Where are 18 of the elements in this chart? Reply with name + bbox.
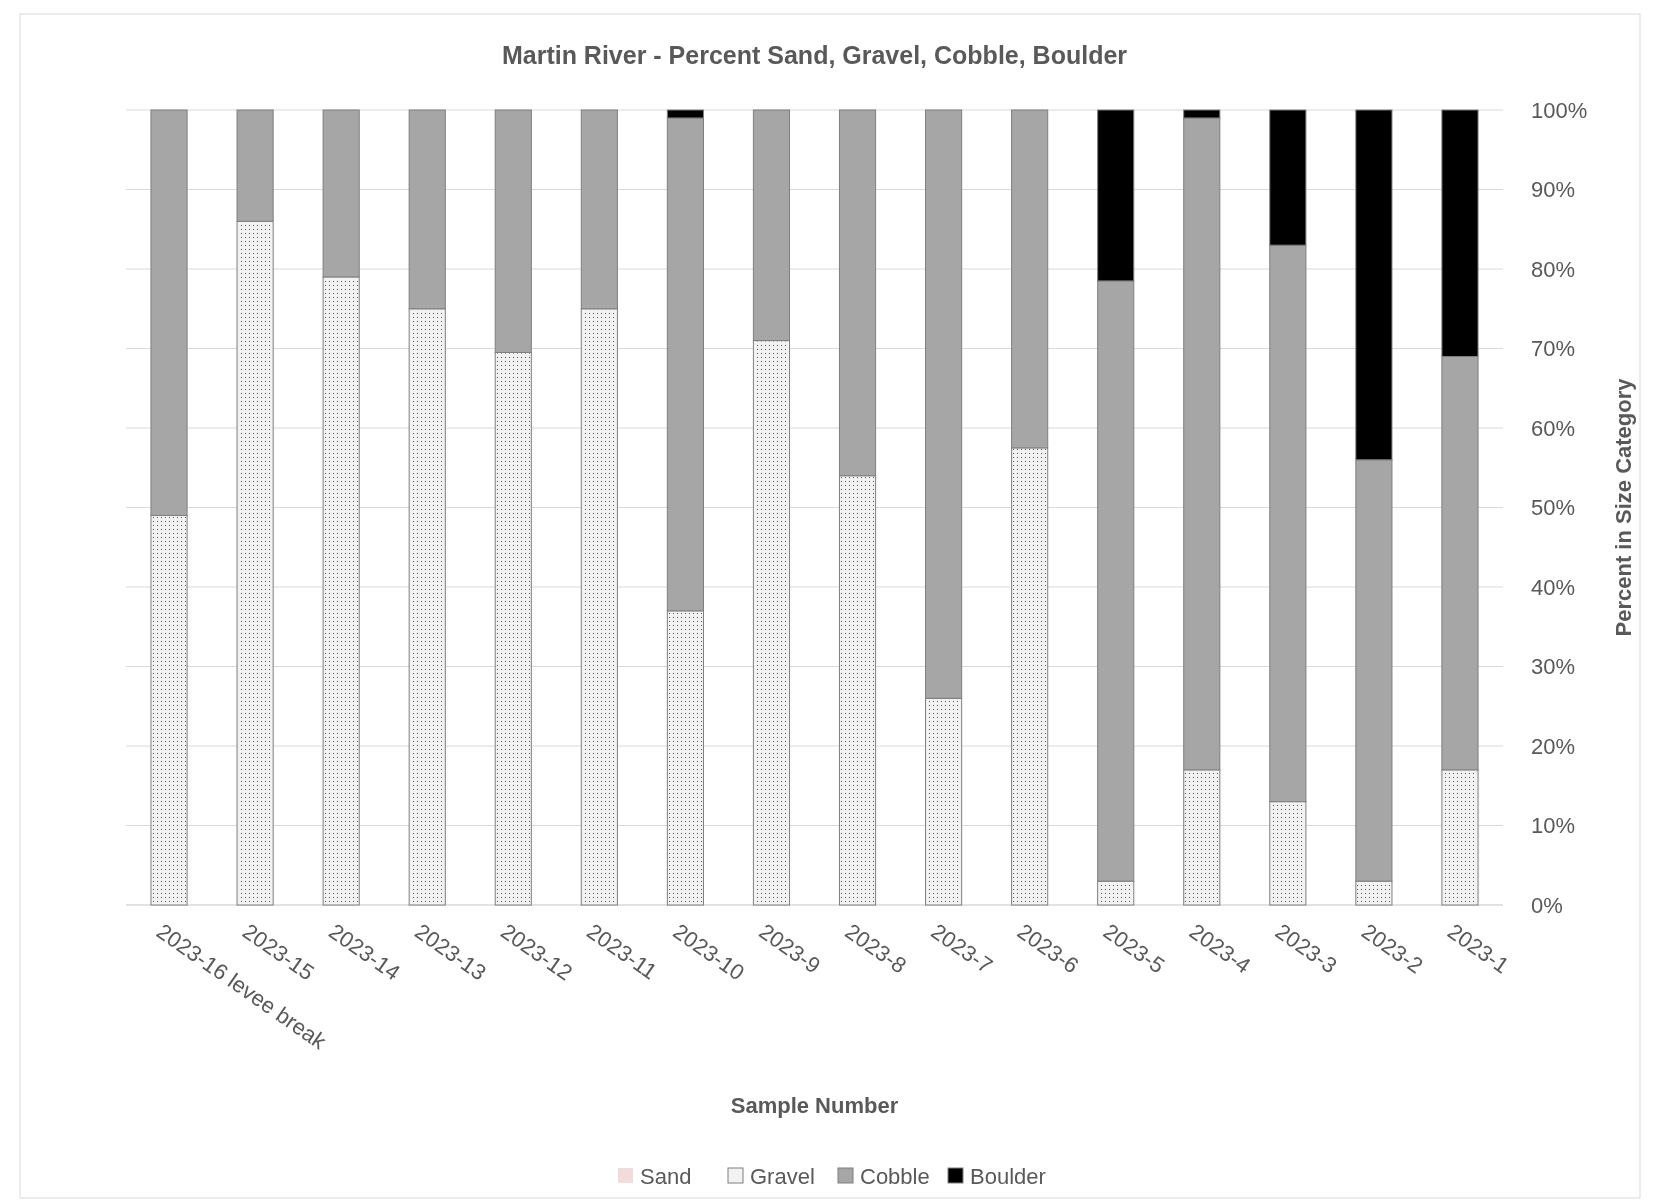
y-tick-label: 60%	[1531, 415, 1576, 441]
y-tick-label: 80%	[1531, 256, 1576, 282]
y-tick-label: 0%	[1531, 892, 1563, 918]
x-axis-title: Sample Number	[730, 1093, 899, 1118]
y-axis-title: Percent in Size Category	[1611, 377, 1636, 637]
y-tick-label: 30%	[1531, 654, 1576, 680]
y-tick-label: 40%	[1531, 574, 1576, 600]
y-tick-label: 100%	[1531, 97, 1588, 123]
y-tick-label: 70%	[1531, 336, 1576, 362]
chart-title: Martin River - Percent Sand, Gravel, Cobble, Boulder	[501, 41, 1128, 69]
legend-label: Boulder	[970, 1163, 1046, 1189]
y-tick-label: 10%	[1531, 813, 1576, 839]
y-tick-label: 90%	[1531, 177, 1576, 203]
y-tick-label: 50%	[1531, 495, 1576, 521]
legend-label: Sand	[640, 1163, 692, 1189]
legend-label: Cobble	[860, 1163, 930, 1189]
y-tick-label: 20%	[1531, 733, 1576, 759]
legend-label: Gravel	[750, 1163, 815, 1189]
